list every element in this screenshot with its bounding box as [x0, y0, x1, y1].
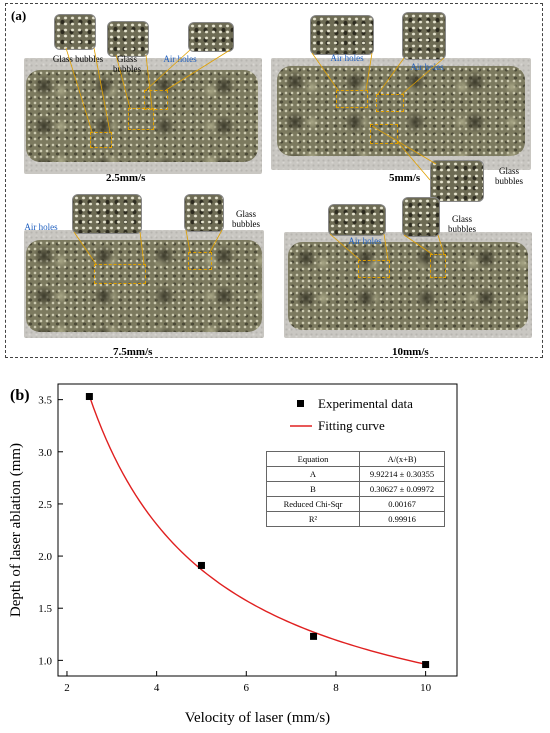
specimen-image-10	[284, 232, 532, 338]
table-cell: A/(x+B)	[359, 451, 445, 467]
y-tick-label: 1.5	[38, 603, 52, 615]
roi-box	[376, 94, 404, 112]
inset-air-holes-2	[310, 15, 374, 55]
x-axis-label: Velocity of laser (mm/s)	[185, 710, 330, 726]
table-row: A 9.92214 ± 0.30355	[266, 466, 445, 482]
table-cell: 0.00167	[359, 496, 445, 512]
data-point	[310, 632, 318, 640]
axis-ticks	[58, 399, 427, 676]
y-tick-label: 3.0	[38, 447, 52, 459]
table-row: Equation A/(x+B)	[266, 451, 445, 467]
x-tick-label: 10	[420, 682, 432, 694]
panel-b-label: (b)	[10, 387, 30, 404]
table-row: B 0.30627 ± 0.09972	[266, 481, 445, 497]
table-cell: 0.30627 ± 0.09972	[359, 481, 445, 497]
inset-glass-bubbles-3	[430, 160, 484, 202]
panel-a-label: (a)	[11, 8, 27, 23]
table-cell: B	[266, 481, 360, 497]
specimen-image-5	[271, 58, 531, 170]
label-glass-bubbles: Glass bubbles	[495, 166, 523, 186]
x-tick-label: 2	[64, 682, 70, 694]
y-tick-label: 3.5	[38, 395, 52, 407]
label-air-holes: Air holes	[348, 236, 382, 246]
label-glass-bubbles: Glass bubbles	[52, 54, 104, 64]
table-cell: 0.99916	[359, 511, 445, 527]
series-layer	[85, 393, 430, 669]
inset-glass-bubbles-5	[402, 197, 440, 237]
label-glass-bubbles: Glass bubbles	[232, 209, 260, 229]
inset-air-holes-4	[72, 194, 142, 234]
label-glass-bubbles: Glass bubbles	[448, 214, 476, 234]
roi-box	[94, 264, 146, 284]
ablation-depth-chart: (b) 2 4 6 8 10 1.0 1.5 2.0 2.5 3.0 3.5 Velocity of…	[8, 383, 458, 726]
table-cell: Reduced Chi-Sqr	[266, 496, 360, 512]
table-cell: Equation	[266, 451, 360, 467]
specimen-image-7-5	[24, 230, 264, 338]
y-tick-label: 2.5	[38, 499, 52, 511]
label-air-holes: Air holes	[410, 62, 444, 72]
table-row: R² 0.99916	[266, 511, 445, 527]
data-point	[85, 393, 93, 401]
legend-marker-square	[297, 400, 304, 407]
panel-b-chart: (b) 2 4 6 8 10 1.0 1.5 2.0 2.5 3.0 3.5 Velocity of…	[0, 380, 550, 733]
table-cell: 9.92214 ± 0.30355	[359, 466, 445, 482]
y-tick-label: 1.0	[38, 655, 52, 667]
fitting-curve-line	[88, 395, 426, 665]
speed-label-2-5: 2.5mm/s	[106, 172, 146, 184]
inset-glass-bubbles-4	[184, 194, 224, 232]
panel-a-micrographs: (a) Glass bubbles Glass bubbles Air hole…	[5, 3, 543, 358]
inset-air-holes-1	[188, 22, 234, 52]
speed-label-10: 10mm/s	[392, 346, 429, 358]
roi-box	[188, 252, 212, 270]
label-glass-bubbles: Glass bubbles	[113, 54, 141, 74]
inset-air-holes-5	[328, 204, 386, 236]
y-axis-label: Depth of laser ablation (mm)	[8, 443, 24, 617]
inset-air-holes-3	[402, 12, 446, 60]
table-row: Reduced Chi-Sqr 0.00167	[266, 496, 445, 512]
label-air-holes: Air holes	[24, 222, 58, 232]
label-air-holes: Air holes	[330, 53, 364, 63]
roi-box	[144, 90, 168, 110]
roi-box	[370, 124, 398, 144]
roi-box	[90, 132, 112, 148]
roi-box	[358, 260, 390, 278]
x-tick-label: 4	[154, 682, 160, 694]
inset-glass-bubbles-2	[107, 21, 149, 57]
speed-label-7-5: 7.5mm/s	[113, 346, 153, 358]
data-point	[197, 561, 205, 569]
speed-label-5: 5mm/s	[389, 172, 421, 184]
plot-area	[57, 383, 458, 677]
fit-parameters-table: Equation A/(x+B) A 9.92214 ± 0.30355 B 0…	[266, 451, 445, 527]
tick-labels: 2 4 6 8 10 1.0 1.5 2.0 2.5 3.0 3.5	[38, 395, 431, 694]
x-tick-label: 8	[333, 682, 339, 694]
table-cell: R²	[266, 511, 360, 527]
legend-experimental-data: Experimental data	[318, 396, 413, 411]
y-tick-label: 2.0	[38, 551, 52, 563]
roi-box	[128, 108, 154, 130]
legend-fitting-curve: Fitting curve	[318, 418, 385, 433]
table-cell: A	[266, 466, 360, 482]
roi-box	[336, 90, 368, 108]
x-tick-label: 6	[244, 682, 250, 694]
inset-glass-bubbles-1	[54, 14, 96, 50]
data-point	[422, 661, 430, 669]
roi-box	[430, 254, 446, 278]
label-air-holes: Air holes	[163, 54, 197, 64]
